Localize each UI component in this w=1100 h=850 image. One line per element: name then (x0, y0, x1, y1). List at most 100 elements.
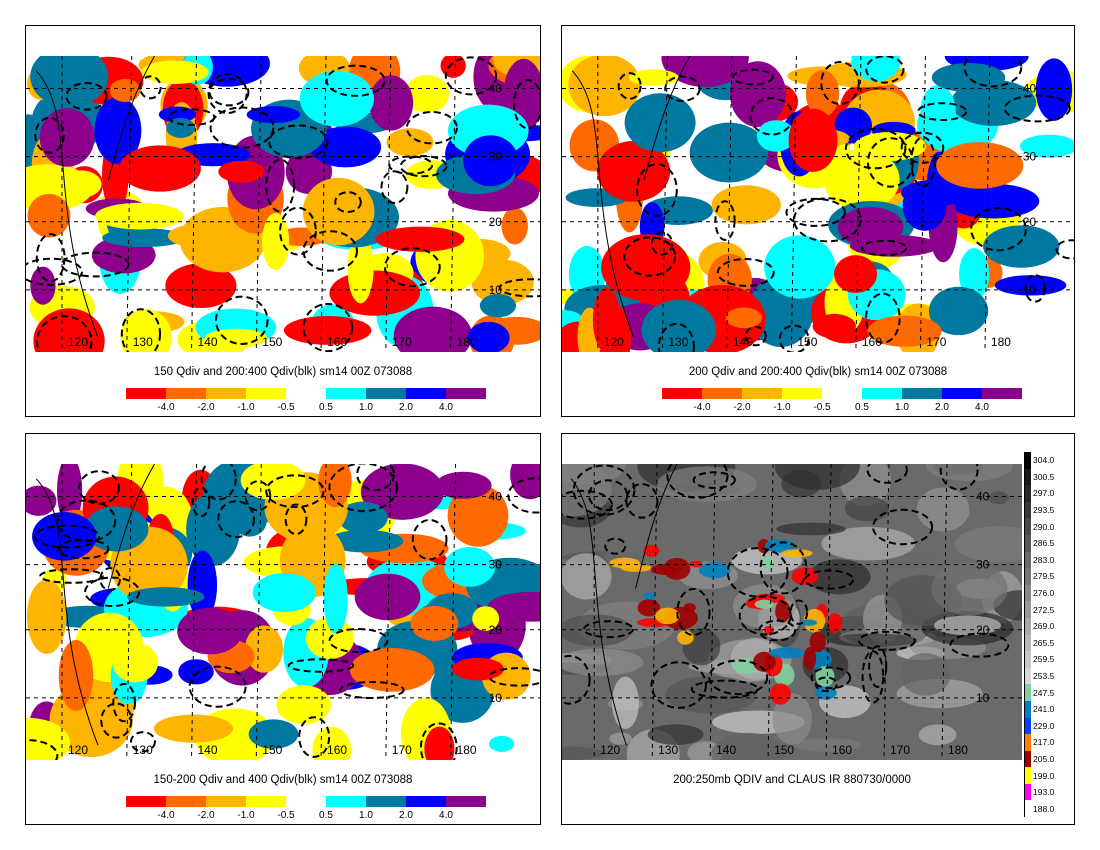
cloud-patch (656, 466, 757, 502)
colorbar-swatch (166, 388, 206, 399)
panel-top-right: 120 130 140 150 160 170 180 10 20 30 40 200 Qdiv a… (561, 25, 1075, 417)
dashed-contour (785, 197, 846, 227)
ir-colorbar-row: 279.5 (1024, 568, 1068, 585)
latitude-label: 30 (489, 150, 503, 164)
meridian-line (320, 464, 327, 760)
colorbar-tick-label: 1.0 (895, 402, 909, 413)
dashed-contour (1003, 94, 1071, 123)
dashed-contour (731, 68, 774, 86)
convective-cell (620, 564, 652, 572)
dashed-contour (39, 568, 104, 584)
divergence-blob (246, 106, 301, 124)
colorbar-swatch (206, 388, 246, 399)
ir-colorbar-swatch (1024, 485, 1031, 502)
dashed-contour (676, 587, 711, 636)
ir-colorbar-row: 286.5 (1024, 534, 1068, 552)
dashed-contour (562, 654, 591, 705)
latitude-label: 40 (976, 490, 990, 504)
dashed-contour (792, 197, 862, 243)
divergence-blob (369, 75, 414, 131)
dashed-contour (588, 479, 629, 512)
colorbar-tick-label: -1.0 (237, 402, 255, 413)
cloud-patch (647, 724, 704, 745)
meridian-line (385, 56, 392, 352)
divergence-blob (410, 605, 459, 641)
dashed-contour (325, 64, 386, 97)
coastline (107, 464, 155, 589)
divergence-blob (902, 180, 947, 231)
cloud-patch (844, 495, 889, 522)
divergence-blob (851, 56, 901, 82)
convective-cell (689, 560, 703, 568)
ir-colorbar-swatch (1024, 684, 1031, 701)
dashed-contour (287, 658, 355, 673)
ir-colorbar-row: 272.5 (1024, 601, 1068, 618)
colorbar-tick-label: 0.5 (855, 402, 869, 413)
dashed-contour (405, 110, 458, 145)
panel-bottom-right: 120 130 140 150 160 170 180 10 20 30 40 200:250mb … (561, 433, 1075, 825)
colorbar-tick-label: -0.5 (813, 402, 831, 413)
dashed-contour (78, 470, 120, 505)
coastline (571, 70, 635, 338)
cloud-patch (926, 464, 1013, 482)
dashed-contour (900, 131, 945, 164)
convective-cell (761, 556, 774, 570)
divergence-blob (471, 259, 534, 305)
ir-colorbar-label: 217.0 (1033, 737, 1055, 748)
longitude-label: 180 (457, 335, 477, 349)
divergence-blob (1019, 134, 1074, 158)
dashed-contour (302, 302, 354, 352)
ir-colorbar-label: 229.0 (1033, 720, 1055, 731)
dashed-contour (217, 500, 256, 539)
divergence-blob (95, 202, 184, 230)
ir-colorbar-row: 241.0 (1024, 700, 1068, 718)
dashed-contour (714, 200, 736, 241)
divergence-blob (112, 642, 159, 683)
ir-colorbar-label: 300.5 (1033, 471, 1055, 482)
colorbar-tick-label: 2.0 (935, 402, 949, 413)
divergence-blob (510, 464, 540, 500)
divergence-blob (928, 286, 989, 336)
ir-colorbar-swatch (1024, 700, 1031, 718)
dashed-contour (582, 620, 635, 639)
convective-cell (770, 683, 791, 705)
longitude-label: 160 (327, 335, 347, 349)
dashed-contour (328, 464, 398, 513)
colorbar-swatch (366, 388, 406, 399)
dashed-contour (26, 257, 83, 286)
ir-colorbar-row: 269.0 (1024, 617, 1068, 635)
dashed-contour (507, 477, 540, 514)
meridian-line (255, 56, 262, 352)
colorbar-tick-label: 4.0 (975, 402, 989, 413)
colorbar-tick-label: -0.5 (277, 402, 295, 413)
cloud-patch (562, 648, 644, 676)
convective-cell (827, 613, 843, 633)
dashed-contour (759, 541, 808, 595)
meridian-line (651, 464, 658, 760)
ir-colorbar-label: 193.0 (1033, 787, 1055, 798)
coastline (35, 70, 99, 338)
colorbar (126, 796, 486, 807)
divergence-blob (349, 647, 435, 692)
longitude-label: 150 (774, 743, 794, 757)
colorbar-tick-label: -1.0 (237, 810, 255, 821)
divergence-blob (628, 69, 679, 86)
coastline (635, 464, 678, 589)
ir-colorbar-label: 259.5 (1033, 654, 1055, 665)
ir-colorbar-row: 199.0 (1024, 767, 1068, 784)
divergence-blob (102, 228, 186, 248)
dashed-contour (758, 619, 797, 642)
ir-colorbar-row: 300.5 (1024, 468, 1068, 486)
divergence-blob (262, 213, 290, 270)
dashed-contour (657, 322, 695, 352)
dashed-contour (279, 206, 317, 256)
colorbar-swatch (662, 388, 702, 399)
latitude-label: 10 (489, 691, 503, 705)
divergence-map: 120 130 140 150 160 170 180 10 20 30 40 (26, 464, 540, 760)
convective-cell (809, 631, 826, 653)
colorbar-tick-label: -1.0 (773, 402, 791, 413)
divergence-blob (994, 275, 1067, 296)
dashed-contour (33, 524, 101, 549)
ir-colorbar-row: 253.5 (1024, 667, 1068, 685)
dashed-contour (444, 56, 498, 96)
